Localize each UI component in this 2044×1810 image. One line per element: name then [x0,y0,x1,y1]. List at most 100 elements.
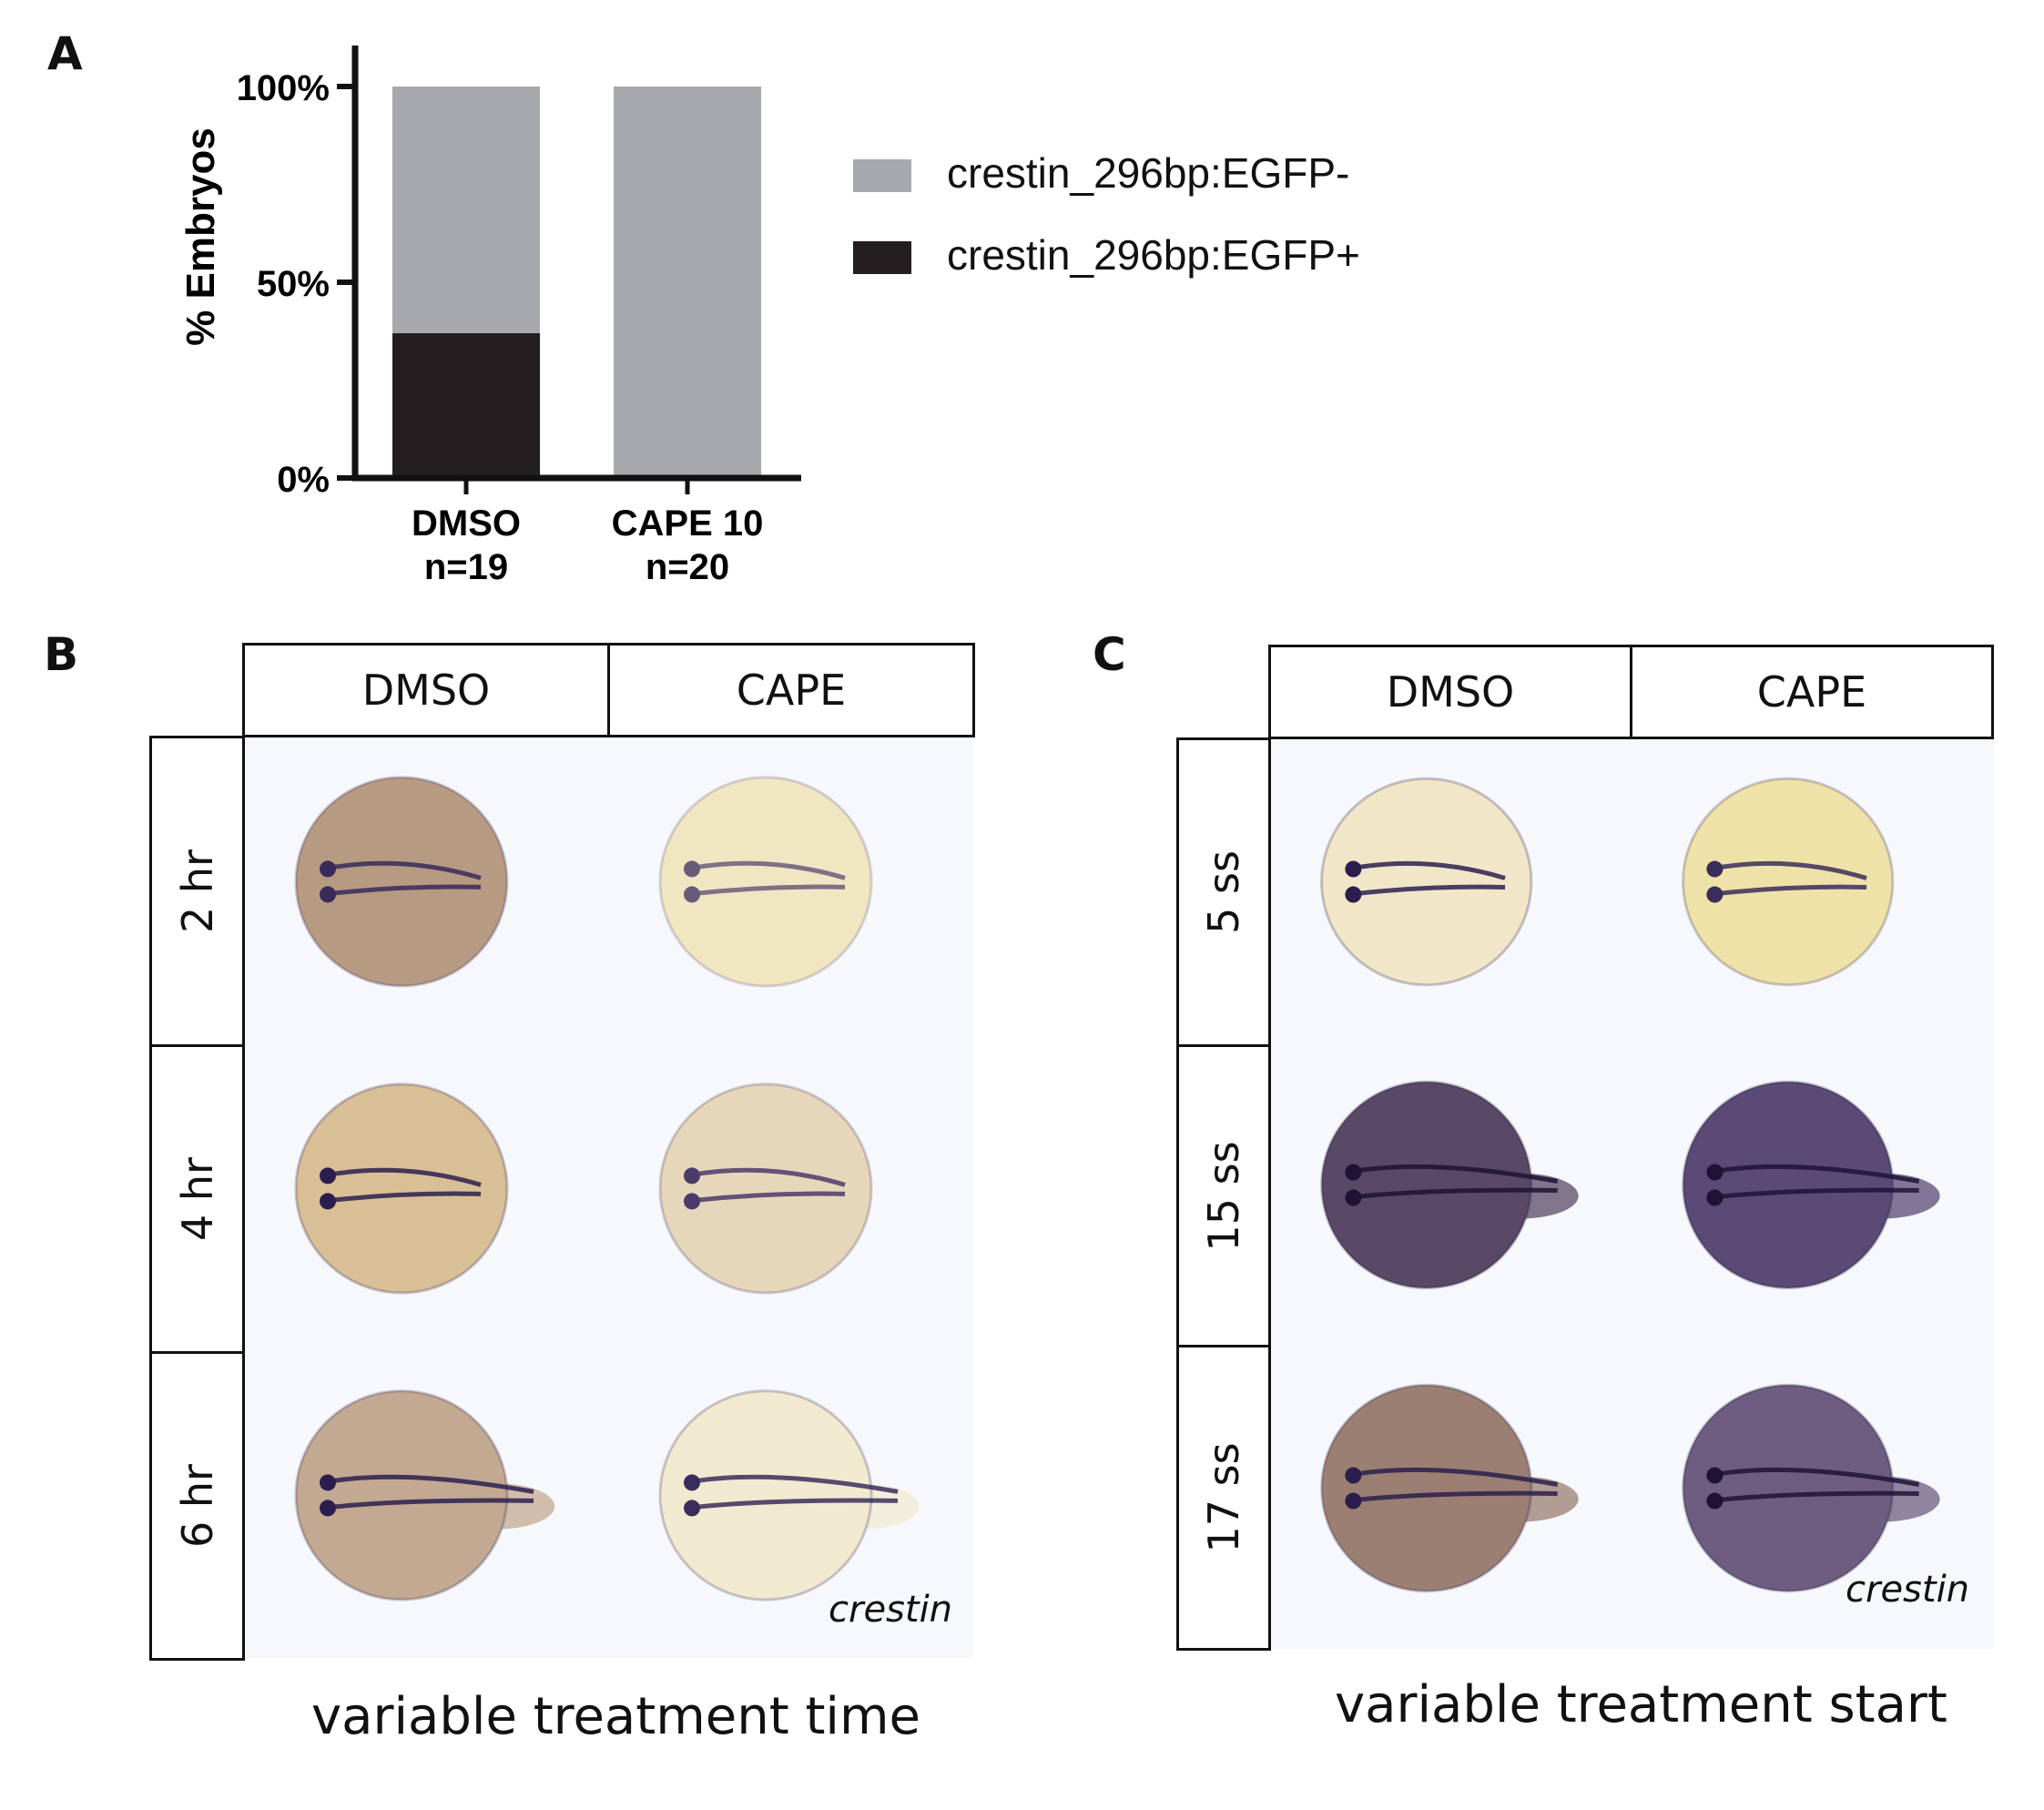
cranial-crest-spot [1345,1467,1362,1484]
cranial-crest-spot [320,1167,336,1185]
embryo-image [245,737,609,1044]
embryo-photo-grid-b [245,737,973,1658]
x-sample-size-label: n=19 [424,547,508,587]
embryo-yolk [658,1389,873,1602]
cranial-crest-spot [684,1193,700,1210]
embryo-image [609,1351,973,1658]
neural-crest-stripe [686,884,846,897]
row-header-5ss: 5 ss [1176,737,1271,1047]
embryo-yolk [1682,777,1895,987]
embryo-yolk [1320,1080,1533,1290]
neural-crest-stripe [1347,860,1506,880]
legend-swatch-egfp-positive [853,241,911,274]
legend-label-egfp-negative: crestin_296bp:EGFP- [947,149,1350,197]
cranial-crest-spot [1706,1164,1724,1181]
neural-crest-stripe [321,1498,534,1510]
neural-crest-stripe [1708,1164,1920,1184]
embryo-yolk [1682,1080,1895,1290]
caption-b: variable treatment time [311,1687,920,1746]
embryo-yolk [1320,777,1533,987]
neural-crest-stripe [686,1167,846,1187]
bar-segment [392,86,540,333]
column-header-dmso-c: DMSO [1268,645,1632,739]
neural-crest-stripe [321,1191,482,1204]
neural-crest-stripe [1347,884,1506,897]
bar-segment [614,86,761,478]
neural-crest-stripe [321,884,482,897]
column-header-cape: CAPE [607,643,975,737]
cranial-crest-spot [684,1167,700,1185]
embryo-yolk [658,1083,873,1295]
cranial-crest-spot [320,860,336,878]
legend-swatch-egfp-negative [853,159,911,192]
cranial-crest-spot [1706,1189,1724,1206]
row-header-6hr: 6 hr [149,1351,245,1661]
cranial-crest-spot [320,1193,336,1210]
neural-crest-stripe [1347,1187,1558,1200]
y-tick-label: 50% [257,264,330,304]
y-tick-label: 100% [237,68,330,108]
embryo-image [1632,1042,1994,1346]
panel-a-letter: A [47,27,83,80]
stain-label-c: crestin [1846,1569,1970,1611]
x-tick-label: DMSO [412,503,521,544]
embryo-yolk [658,776,873,988]
neural-crest-stripe [686,1498,899,1510]
cranial-crest-spot [1345,1492,1362,1510]
embryo-image [1271,1346,1632,1649]
embryo-image [609,1044,973,1351]
row-header-4hr: 4 hr [149,1044,245,1354]
embryo-image [1271,739,1632,1042]
cranial-crest-spot [684,1500,700,1517]
cranial-crest-spot [320,886,336,903]
neural-crest-stripe [1709,1187,1919,1200]
embryo-image [1271,1042,1632,1346]
bar-segment [392,332,540,478]
embryo-photo-grid-c [1271,739,1994,1649]
embryo-image [245,1351,609,1658]
cranial-crest-spot [1706,1467,1724,1484]
legend-label-egfp-positive: crestin_296bp:EGFP+ [947,231,1360,279]
neural-crest-stripe [1708,860,1867,880]
cranial-crest-spot [1706,1492,1724,1510]
x-tick-label: CAPE 10 [612,503,764,544]
embryo-image [1632,739,1994,1042]
embryo-yolk [294,1389,509,1602]
cranial-crest-spot [684,1474,700,1491]
embryo-yolk [294,776,509,988]
neural-crest-stripe [1709,884,1867,897]
neural-crest-stripe [321,1167,482,1187]
cranial-crest-spot [1345,1164,1362,1181]
cranial-crest-spot [320,1500,336,1517]
neural-crest-stripe [321,1474,534,1494]
cranial-crest-spot [1706,860,1724,878]
caption-c: variable treatment start [1335,1675,1947,1734]
cranial-crest-spot [1706,886,1724,903]
panel-c-letter: C [1093,628,1126,681]
cranial-crest-spot [684,886,700,903]
neural-crest-stripe [1347,1467,1559,1487]
embryo-yolk [1682,1383,1895,1593]
neural-crest-stripe [321,860,482,880]
neural-crest-stripe [686,1191,846,1204]
neural-crest-stripe [1347,1490,1558,1503]
panel-b-letter: B [44,628,79,681]
stain-label-b: crestin [829,1589,953,1631]
cranial-crest-spot [684,860,700,878]
embryo-yolk [1320,1383,1533,1593]
column-header-cape-c: CAPE [1630,645,1994,739]
y-tick-label: 0% [277,460,330,500]
cranial-crest-spot [1345,886,1362,903]
embryo-image [245,1044,609,1351]
x-sample-size-label: n=20 [646,547,729,587]
neural-crest-stripe [686,1474,899,1494]
cranial-crest-spot [320,1474,336,1491]
y-axis-label: % Embryos [178,127,223,346]
neural-crest-stripe [686,860,846,880]
embryo-image [1632,1346,1994,1649]
embryo-image [609,737,973,1044]
column-header-dmso: DMSO [242,643,610,737]
neural-crest-stripe [1709,1490,1919,1503]
neural-crest-stripe [1708,1467,1920,1487]
